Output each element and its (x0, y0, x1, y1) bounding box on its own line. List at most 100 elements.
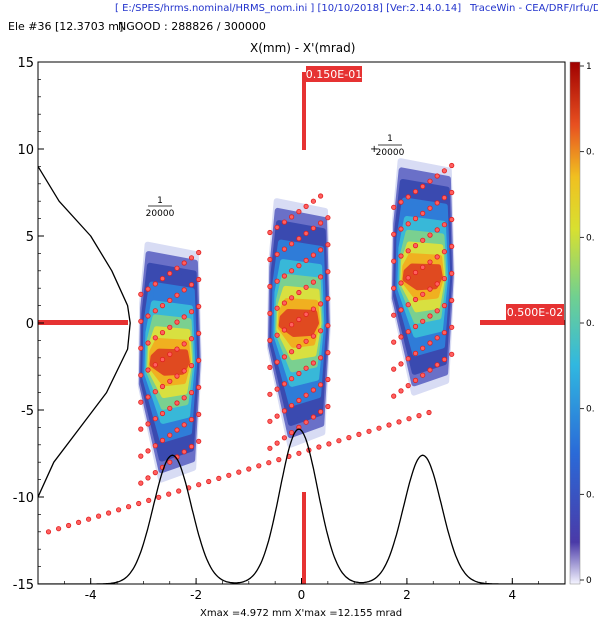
marker-dot (281, 246, 287, 252)
bottom-center-bar (302, 492, 306, 584)
marker-dot (420, 210, 426, 216)
marker-dot (138, 480, 144, 486)
marker-dot (138, 453, 144, 459)
marker-dot (405, 356, 411, 362)
marker-dot (412, 189, 419, 195)
marker-dot (405, 248, 411, 254)
marker-dot (174, 292, 180, 298)
marker-dot (317, 355, 324, 361)
marker-dot (434, 227, 440, 233)
marker-dot (246, 466, 252, 472)
marker-dot (398, 307, 404, 313)
marker-dot (405, 329, 411, 335)
marker-dot (166, 491, 172, 497)
marker-dot (325, 349, 331, 356)
marker-dot (167, 459, 173, 465)
marker-dot (303, 419, 309, 425)
fraction-right-denominator: 20000 (376, 148, 405, 158)
marker-dot (398, 334, 404, 340)
marker-dot (441, 168, 447, 174)
marker-dot (310, 279, 316, 285)
marker-dot (167, 432, 173, 438)
marker-dot (391, 285, 397, 291)
marker-dot (303, 365, 309, 371)
marker-dot (45, 529, 52, 535)
marker-dot (296, 209, 302, 215)
fraction-right-numerator: 1 (387, 134, 393, 144)
marker-dot (434, 200, 440, 206)
marker-dot (145, 448, 151, 454)
marker-dot (317, 409, 324, 415)
marker-dot (281, 327, 287, 333)
density-band (278, 309, 319, 337)
marker-dot (145, 394, 151, 400)
marker-dot (434, 254, 440, 260)
file-path-header: [ E:/SPES/hrms.nominal/HRMS_nom.ini ] [1… (115, 3, 462, 14)
marker-dot (274, 224, 280, 230)
marker-dot (325, 295, 331, 302)
marker-dot (449, 189, 455, 196)
marker-dot (303, 257, 309, 263)
y-tick-label: 5 (26, 230, 34, 245)
marker-dot (86, 516, 92, 522)
marker-dot (336, 438, 342, 444)
marker-dot (274, 359, 280, 365)
marker-dot (274, 386, 280, 392)
marker-dot (317, 382, 324, 388)
marker-dot (296, 289, 302, 296)
marker-dot (288, 268, 295, 274)
marker-dot (181, 422, 187, 428)
fraction-plus-sign: + (370, 144, 378, 155)
marker-dot (288, 429, 295, 436)
colorbar-tick-label: 0 (586, 576, 592, 586)
right-center-bar (480, 320, 565, 325)
marker-dot (325, 403, 331, 410)
marker-dot (288, 241, 295, 247)
marker-dot (449, 351, 455, 357)
marker-dot (420, 318, 426, 324)
marker-dot (188, 362, 195, 369)
marker-dot (181, 287, 187, 293)
marker-dot (167, 405, 173, 411)
x-tick-label: 2 (403, 588, 411, 602)
marker-dot (398, 361, 404, 367)
marker-dot (274, 251, 280, 257)
marker-dot (317, 274, 324, 280)
marker-dot (303, 230, 309, 236)
marker-dot (420, 264, 426, 270)
marker-dot (398, 280, 404, 286)
colorbar (569, 61, 581, 585)
marker-dot (159, 329, 166, 336)
marker-dot (174, 319, 180, 325)
x-tick-label: 0 (298, 588, 306, 602)
marker-dot (236, 469, 242, 475)
marker-dot (106, 510, 112, 516)
marker-dot (138, 399, 144, 405)
marker-dot (288, 376, 295, 382)
marker-dot (76, 519, 82, 526)
marker-dot (152, 443, 158, 449)
marker-dot (296, 236, 302, 242)
marker-dot (281, 219, 287, 225)
x-tick-label: 4 (508, 588, 516, 602)
marker-dot (296, 397, 302, 403)
marker-dot (449, 270, 455, 276)
marker-dot (427, 178, 433, 184)
marker-dot (296, 343, 302, 350)
marker-dot (441, 302, 447, 309)
marker-dot (441, 275, 447, 282)
marker-dot (276, 456, 282, 463)
marker-dot (412, 243, 419, 249)
marker-dot (420, 345, 426, 351)
marker-dot (126, 504, 132, 510)
y-tick-label: 15 (17, 56, 34, 71)
projection-profiles (38, 166, 565, 584)
marker-dot (152, 308, 158, 314)
marker-dot (391, 258, 397, 264)
marker-dot (420, 291, 426, 297)
marker-dot (412, 216, 419, 222)
marker-dot (188, 416, 195, 423)
marker-dot (138, 426, 144, 432)
marker-dot (188, 443, 195, 450)
marker-dot (441, 329, 447, 336)
